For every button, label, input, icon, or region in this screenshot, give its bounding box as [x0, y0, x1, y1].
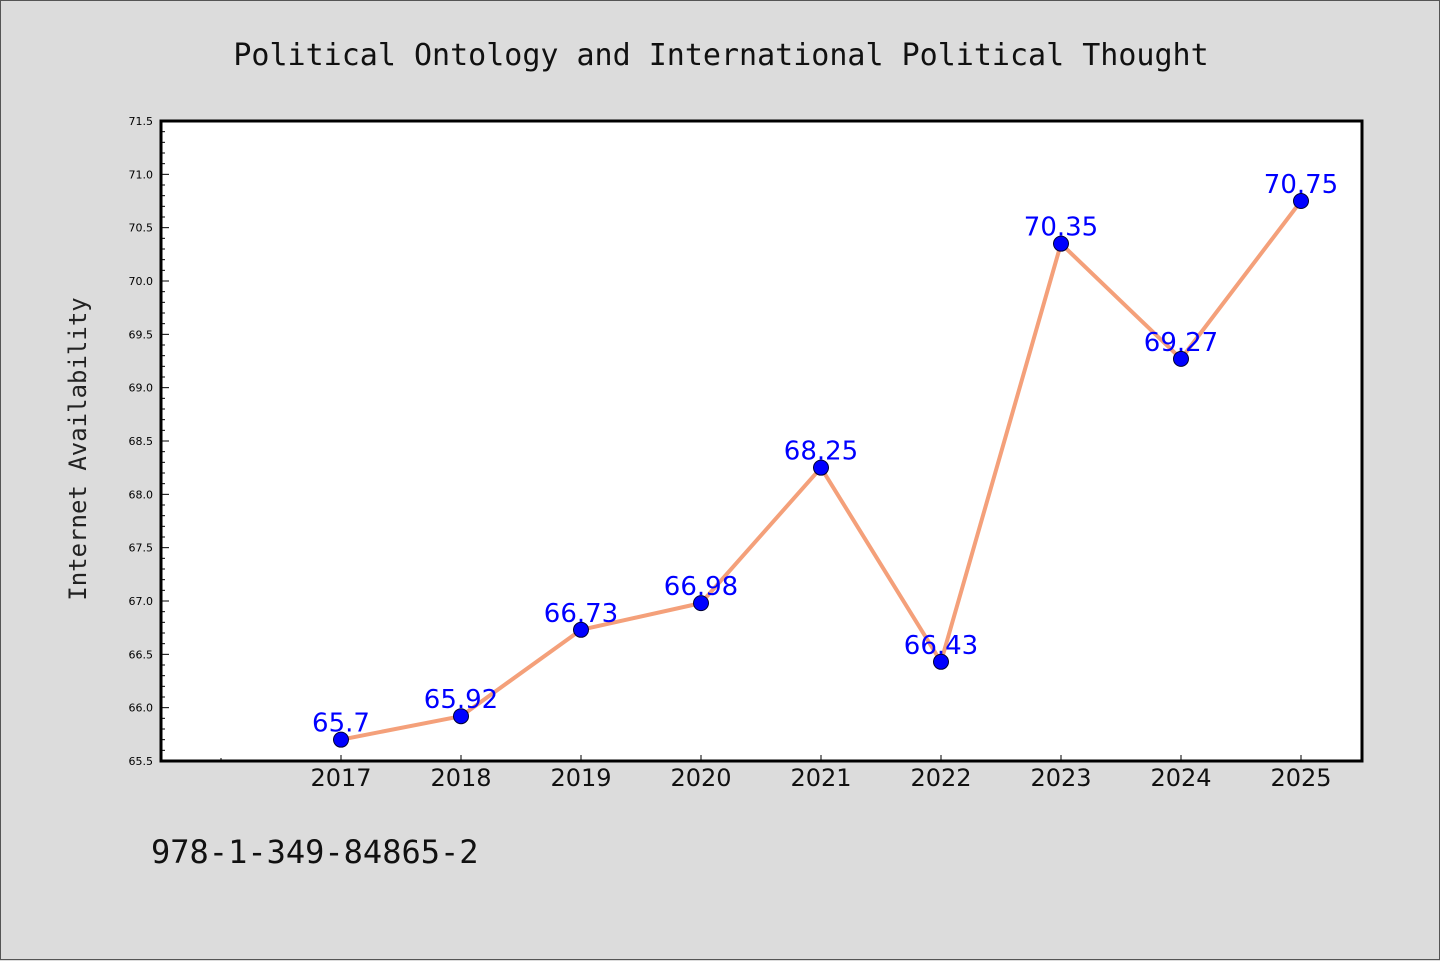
data-point-label: 69.27: [1144, 328, 1218, 358]
x-tick-label: 2018: [430, 764, 491, 792]
y-tick-label: 71.0: [129, 168, 154, 181]
x-tick-label: 2023: [1030, 764, 1091, 792]
x-tick-label: 2025: [1270, 764, 1331, 792]
data-point-label: 65.92: [424, 685, 498, 715]
data-point-marker: [573, 621, 589, 638]
data-point-label: 70.35: [1024, 213, 1098, 243]
x-tick-label: 2020: [670, 764, 731, 792]
y-tick-label: 71.5: [129, 115, 154, 128]
series-marker-group: [333, 193, 1309, 748]
data-point-marker: [933, 653, 949, 670]
data-point-marker: [1293, 193, 1309, 209]
y-tick-label: 69.5: [129, 328, 154, 341]
plot-area: [159, 119, 1364, 763]
y-tick-label: 70.0: [129, 275, 154, 288]
data-point-label: 66.73: [544, 599, 618, 629]
x-tick-label: 2019: [550, 764, 611, 792]
y-tick-label: 69.0: [129, 382, 154, 395]
y-tick-label: 67.5: [129, 542, 154, 555]
data-point-marker: [333, 731, 349, 748]
x-tick-label: 2022: [910, 764, 971, 792]
data-point-marker: [1173, 350, 1189, 367]
y-tick-label: 66.0: [129, 702, 154, 715]
y-tick-label: 67.0: [129, 595, 154, 608]
y-tick-label: 66.5: [129, 648, 154, 661]
y-axis-label: Internet Availability: [64, 297, 92, 600]
y-axis: 65.5 66.0 66.5 67.0 67.5 68.0 68.5 69.0 69.5 70.0…: [129, 115, 169, 768]
data-point-label: 65.7: [312, 709, 370, 739]
data-point-label: 68.25: [784, 437, 858, 467]
data-point-label: 70.75: [1264, 170, 1338, 200]
y-tick-label: 68.5: [129, 435, 154, 448]
x-axis: 2017 2018 2019 2020 2021 2022 2023 2024 2025: [220, 755, 1332, 792]
data-point-label: 66.43: [904, 631, 978, 661]
isbn-code: 978-1-349-84865-2: [151, 833, 479, 871]
data-point-marker: [1053, 235, 1069, 252]
x-tick-label: 2024: [1150, 764, 1211, 792]
data-point-marker: [813, 459, 829, 476]
data-point-marker: [693, 595, 709, 612]
y-tick-label: 65.5: [129, 755, 154, 768]
x-tick-label: 2017: [310, 764, 371, 792]
y-tick-label: 70.5: [129, 222, 154, 235]
data-label-group: 65.7 65.92 66.73 66.98 68.25 66.43 70.35 69.27 7…: [312, 170, 1338, 739]
data-point-label: 66.98: [664, 572, 738, 602]
x-tick-label: 2021: [790, 764, 851, 792]
chart-title: Political Ontology and International Pol…: [233, 38, 1208, 73]
data-point-marker: [453, 708, 469, 725]
y-tick-label: 68.0: [129, 488, 154, 501]
